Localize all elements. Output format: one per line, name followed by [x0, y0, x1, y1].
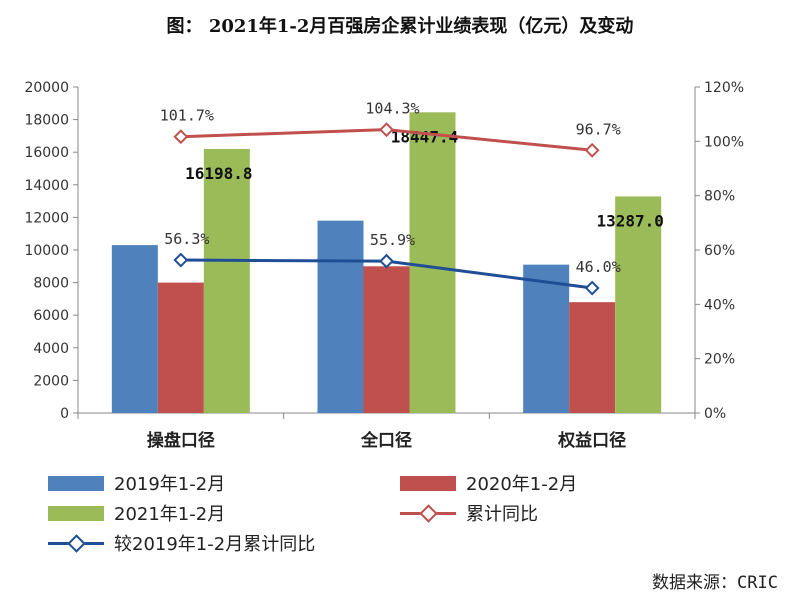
legend-2021: 2021年1-2月 — [48, 500, 225, 526]
line-data-label: 56.3% — [164, 230, 209, 248]
y-right-tick-label: 60% — [704, 243, 735, 259]
y-left-tick-label: 12000 — [24, 210, 69, 226]
y-right-tick-label: 0% — [704, 406, 726, 422]
legend-swatch-2020 — [400, 475, 456, 491]
y-left-tick-label: 0 — [60, 406, 69, 422]
line-data-label: 104.3% — [365, 100, 419, 118]
bar-2020年1-2月 — [569, 302, 616, 413]
line-marker — [584, 142, 600, 158]
line-data-label: 46.0% — [576, 258, 621, 276]
legend-2020: 2020年1-2月 — [400, 470, 577, 496]
bar-data-label: 16198.8 — [185, 164, 252, 183]
legend-swatch-2021 — [48, 505, 104, 521]
y-left-tick-label: 8000 — [33, 276, 69, 292]
line-marker — [379, 253, 394, 269]
bar-data-label: 13287.0 — [596, 211, 663, 230]
bar-2019年1-2月 — [111, 245, 158, 413]
y-left-tick-label: 16000 — [24, 145, 69, 161]
line-data-label: 55.9% — [370, 231, 415, 249]
y-left-tick-label: 4000 — [33, 341, 69, 357]
bar-2019年1-2月 — [317, 220, 364, 413]
legend-swatch-vs2019 — [48, 533, 104, 553]
y-right-tick-label: 80% — [704, 189, 735, 205]
legend-label-vs2019: 较2019年1-2月累计同比 — [114, 534, 316, 555]
y-left-tick-label: 10000 — [24, 243, 69, 259]
line-marker — [173, 252, 189, 268]
y-right-tick-label: 120% — [704, 80, 744, 96]
legend-label-2019: 2019年1-2月 — [114, 474, 226, 495]
bar-2021年1-2月 — [615, 196, 662, 413]
chart-title: 图： 2021年1-2月百强房企累计业绩表现（亿元）及变动 — [166, 16, 634, 37]
legend-vs2019: 较2019年1-2月累计同比 — [48, 530, 315, 556]
legend-swatch-yoy — [400, 503, 456, 523]
legend-yoy: 累计同比 — [400, 500, 538, 526]
y-left-tick-label: 6000 — [33, 308, 69, 324]
line-marker — [584, 280, 600, 296]
y-right-tick-label: 40% — [704, 297, 735, 313]
bar-2019年1-2月 — [523, 264, 570, 413]
y-left-tick-label: 14000 — [24, 178, 69, 194]
bar-2021年1-2月 — [409, 112, 456, 414]
y-right-tick-label: 100% — [704, 134, 744, 150]
legend-label-2021: 2021年1-2月 — [114, 504, 226, 525]
x-tick-label: 权益口径 — [557, 430, 626, 451]
legend-label-2020: 2020年1-2月 — [466, 474, 578, 495]
line-marker — [173, 129, 189, 145]
y-left-tick-label: 2000 — [33, 373, 69, 389]
x-tick-label: 全口径 — [360, 430, 412, 451]
bar-2020年1-2月 — [363, 266, 410, 413]
y-left-tick-label: 18000 — [24, 113, 69, 129]
source-note: 数据来源：CRIC — [652, 573, 778, 593]
legend-swatch-2019 — [48, 475, 104, 491]
line-data-label: 101.7% — [160, 107, 214, 125]
line-marker — [379, 122, 394, 138]
bar-2021年1-2月 — [203, 148, 250, 413]
legend-2019: 2019年1-2月 — [48, 470, 225, 496]
line-data-label: 96.7% — [576, 120, 621, 138]
y-right-tick-label: 20% — [704, 352, 735, 368]
bar-2020年1-2月 — [157, 282, 204, 413]
y-left-tick-label: 20000 — [24, 80, 69, 96]
legend-label-yoy: 累计同比 — [466, 504, 538, 525]
x-tick-label: 操盘口径 — [147, 430, 215, 451]
